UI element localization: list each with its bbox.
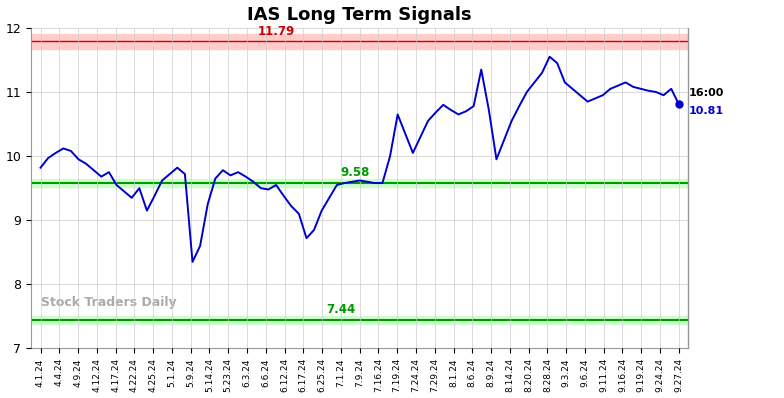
Title: IAS Long Term Signals: IAS Long Term Signals bbox=[248, 6, 472, 23]
Text: 11.79: 11.79 bbox=[258, 25, 296, 38]
Bar bbox=[31, 316, 688, 324]
Text: 9.58: 9.58 bbox=[340, 166, 370, 179]
Text: 16:00: 16:00 bbox=[688, 88, 724, 98]
Bar bbox=[31, 179, 688, 187]
Bar bbox=[31, 34, 688, 49]
Text: Stock Traders Daily: Stock Traders Daily bbox=[41, 296, 176, 309]
Text: 7.44: 7.44 bbox=[326, 303, 355, 316]
Text: 10.81: 10.81 bbox=[688, 105, 724, 115]
